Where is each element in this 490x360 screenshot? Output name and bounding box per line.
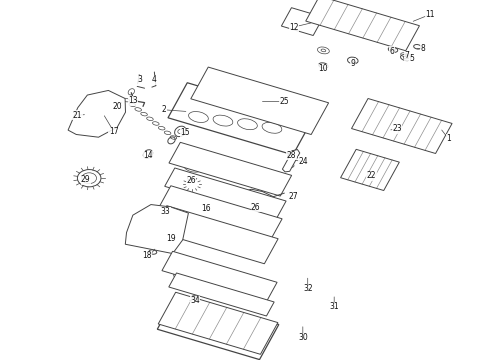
Text: 28: 28 [287, 151, 296, 160]
Text: 23: 23 [392, 124, 402, 133]
Text: 30: 30 [298, 333, 308, 342]
Text: 26: 26 [251, 202, 261, 211]
Text: 21: 21 [73, 111, 82, 120]
Polygon shape [341, 149, 399, 190]
Text: 29: 29 [81, 175, 91, 184]
Polygon shape [162, 251, 277, 302]
Text: 34: 34 [190, 296, 200, 305]
Text: 32: 32 [303, 284, 313, 293]
Polygon shape [125, 204, 189, 253]
Text: 18: 18 [142, 251, 152, 260]
Text: 9: 9 [350, 58, 355, 68]
Text: 16: 16 [201, 204, 211, 213]
Text: 8: 8 [420, 44, 425, 53]
Text: 26: 26 [186, 176, 196, 185]
Text: 27: 27 [288, 192, 298, 201]
Text: 11: 11 [425, 10, 435, 19]
Text: 33: 33 [161, 207, 171, 216]
Polygon shape [153, 206, 278, 264]
Text: 15: 15 [180, 128, 190, 137]
Polygon shape [169, 273, 274, 316]
Polygon shape [282, 149, 300, 172]
Text: 7: 7 [404, 51, 409, 60]
Text: 3: 3 [137, 76, 142, 85]
Polygon shape [68, 90, 125, 137]
Polygon shape [169, 142, 292, 196]
Text: 24: 24 [298, 157, 308, 166]
Polygon shape [351, 99, 452, 153]
Text: 25: 25 [279, 97, 289, 106]
Polygon shape [159, 186, 282, 240]
Text: 19: 19 [166, 234, 175, 243]
Text: 1: 1 [446, 134, 451, 143]
Text: 12: 12 [289, 22, 299, 31]
Text: 13: 13 [128, 96, 138, 105]
Text: 6: 6 [390, 46, 394, 55]
Text: 2: 2 [162, 105, 167, 114]
Text: 14: 14 [143, 151, 153, 160]
Text: 4: 4 [152, 76, 157, 85]
Polygon shape [158, 292, 278, 354]
Polygon shape [191, 67, 329, 135]
Text: 17: 17 [109, 127, 119, 136]
Text: 31: 31 [329, 302, 339, 311]
Polygon shape [165, 168, 286, 219]
Text: 5: 5 [409, 54, 414, 63]
Polygon shape [306, 0, 419, 51]
Text: 20: 20 [113, 102, 122, 111]
Text: 22: 22 [367, 171, 376, 180]
Text: 10: 10 [318, 64, 328, 73]
